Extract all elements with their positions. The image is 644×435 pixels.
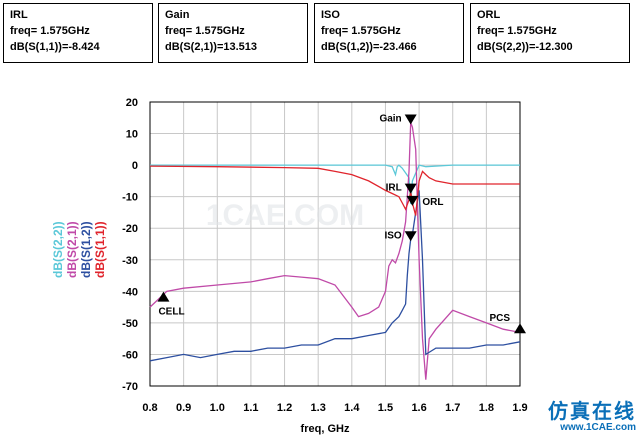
marker-freq-row: freq= 1.575GHz bbox=[477, 23, 623, 39]
y-axis-label-s11: dB(S(1,1)) bbox=[93, 221, 107, 278]
marker-expr: dB(S(1,2))=-23.466 bbox=[321, 41, 417, 53]
marker-label-orl: ORL bbox=[422, 197, 443, 208]
x-tick-label: 1.5 bbox=[378, 402, 393, 414]
marker-freq-label: freq= bbox=[10, 25, 38, 37]
x-tick-label: 1.0 bbox=[210, 402, 225, 414]
series-line-s12 bbox=[149, 190, 521, 362]
marker-triangle-cell bbox=[157, 291, 170, 302]
x-tick-label: 1.9 bbox=[512, 402, 527, 414]
marker-name: Gain bbox=[165, 9, 190, 21]
y-tick-label: -60 bbox=[122, 349, 138, 361]
watermark-text: 仿真在线 bbox=[548, 399, 636, 423]
series-lines bbox=[149, 122, 521, 380]
x-tick-label: 0.9 bbox=[176, 402, 191, 414]
marker-box-iso: ISO freq= 1.575GHz dB(S(1,2))=-23.466 bbox=[314, 3, 464, 63]
x-tick-label: 1.7 bbox=[445, 402, 460, 414]
marker-label-irl: IRL bbox=[386, 183, 402, 194]
marker-name: ISO bbox=[321, 9, 340, 21]
series-line-s21 bbox=[149, 122, 521, 380]
marker-triangle-iso bbox=[404, 231, 417, 242]
marker-freq-value: 1.575GHz bbox=[40, 25, 90, 37]
marker-label-gain: Gain bbox=[379, 114, 401, 125]
y-tick-label: -40 bbox=[122, 286, 138, 298]
marker-box-irl: IRL freq= 1.575GHz dB(S(1,1))=-8.424 bbox=[3, 3, 153, 63]
y-tick-label: -10 bbox=[122, 192, 138, 204]
marker-expr: dB(S(1,1))=-8.424 bbox=[10, 41, 100, 53]
x-tick-label: 1.4 bbox=[344, 402, 360, 414]
y-axis-series-labels: dB(S(2,2)) dB(S(2,1)) dB(S(1,2)) dB(S(1,1)) bbox=[51, 221, 107, 278]
y-tick-label: -20 bbox=[122, 223, 138, 235]
x-tick-label: 0.8 bbox=[142, 402, 157, 414]
watermark: 仿真在线 www.1CAE.com bbox=[548, 395, 636, 433]
marker-label-iso: ISO bbox=[384, 230, 401, 241]
marker-label-cell: CELL bbox=[158, 307, 184, 318]
y-axis-label-s22: dB(S(2,2)) bbox=[51, 221, 65, 278]
marker-freq-row: freq= 1.575GHz bbox=[165, 23, 301, 39]
marker-freq-label: freq= bbox=[321, 25, 349, 37]
marker-name: ORL bbox=[477, 9, 501, 21]
y-axis-label-s12: dB(S(1,2)) bbox=[79, 221, 93, 278]
y-tick-label: 10 bbox=[126, 129, 138, 141]
marker-freq-label: freq= bbox=[165, 25, 193, 37]
marker-triangle-gain bbox=[404, 114, 417, 125]
marker-label-pcs: PCS bbox=[489, 313, 510, 324]
y-tick-label: 20 bbox=[126, 97, 138, 109]
marker-freq-value: 1.575GHz bbox=[351, 25, 401, 37]
grid bbox=[149, 101, 521, 387]
marker-triangle-orl bbox=[406, 195, 419, 206]
watermark-center: 1CAE.COM bbox=[206, 199, 364, 232]
marker-box-orl: ORL freq= 1.575GHz dB(S(2,2))=-12.300 bbox=[470, 3, 630, 63]
x-tick-label: 1.1 bbox=[243, 402, 258, 414]
marker-box-gain: Gain freq= 1.575GHz dB(S(2,1))=13.513 bbox=[158, 3, 308, 63]
plot-frame bbox=[149, 101, 521, 387]
marker-freq-value: 1.575GHz bbox=[195, 25, 245, 37]
series-line-s22 bbox=[150, 164, 520, 204]
y-tick-label: -50 bbox=[122, 318, 138, 330]
marker-triangle-irl bbox=[404, 183, 417, 194]
x-axis-title: freq, GHz bbox=[301, 423, 350, 435]
y-axis-label-s21: dB(S(2,1)) bbox=[65, 221, 79, 278]
x-tick-label: 1.6 bbox=[411, 402, 426, 414]
x-tick-label: 1.3 bbox=[311, 402, 326, 414]
y-tick-label: -30 bbox=[122, 255, 138, 267]
marker-freq-label: freq= bbox=[477, 25, 505, 37]
marker-freq-value: 1.575GHz bbox=[507, 25, 557, 37]
marker-expr: dB(S(2,2))=-12.300 bbox=[477, 41, 573, 53]
series-line-s11 bbox=[149, 165, 520, 216]
marker-freq-row: freq= 1.575GHz bbox=[321, 23, 457, 39]
tick-labels: 0.8 0.9 1.0 1.1 1.2 1.3 1.4 1.5 1.6 1.7 1.8 1.9 20 10… bbox=[122, 97, 528, 414]
marker-freq-row: freq= 1.575GHz bbox=[10, 23, 146, 39]
marker-expr: dB(S(2,1))=13.513 bbox=[165, 41, 258, 53]
marker-name: IRL bbox=[10, 9, 28, 21]
y-tick-label: 0 bbox=[132, 160, 138, 172]
marker-triangle-pcs bbox=[514, 323, 526, 334]
x-tick-label: 1.8 bbox=[479, 402, 494, 414]
x-tick-label: 1.2 bbox=[277, 402, 292, 414]
watermark-url: www.1CAE.com bbox=[560, 422, 636, 433]
point-markers: Gain IRL ORL ISO CELL PCS bbox=[157, 114, 526, 334]
y-tick-label: -70 bbox=[122, 381, 138, 393]
